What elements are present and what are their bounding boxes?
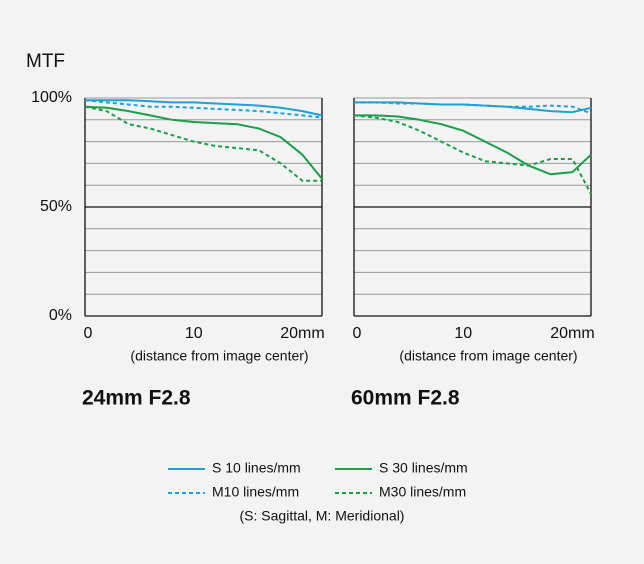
y-axis-label: MTF — [26, 51, 65, 72]
y-tick-label: 0% — [49, 307, 72, 324]
y-tick-label: 50% — [40, 198, 72, 215]
series-line: M10 lines/mm — [354, 101, 592, 115]
x-tick-label: 10 — [185, 325, 203, 342]
x-tick-label: 0 — [353, 325, 362, 342]
y-tick-label: 100% — [31, 89, 72, 106]
series-line — [84, 105, 322, 182]
x-axis-label: (distance from image center) — [399, 348, 577, 364]
series-line — [84, 99, 323, 119]
legend-label: M10 lines/mm — [212, 484, 299, 500]
legend-label: S 30 lines/mm — [379, 460, 468, 476]
series-line: M30 lines/mm — [353, 114, 592, 195]
panel-title: 24mm F2.8 — [82, 387, 191, 410]
legend-label: S 10 lines/mm — [212, 460, 301, 476]
x-tick-label: 0 — [84, 325, 93, 342]
x-tick-label: 20mm — [550, 325, 594, 342]
x-tick-label: 10 — [454, 325, 472, 342]
legend-label: M30 lines/mm — [379, 484, 466, 500]
x-axis-label: (distance from image center) — [130, 348, 308, 364]
panel-title: 60mm F2.8 — [351, 387, 460, 410]
series-line — [85, 99, 323, 117]
series-line — [84, 105, 323, 180]
legend-note: (S: Sagittal, M: Meridional) — [240, 508, 405, 524]
series-line: S 30 lines/mm — [354, 114, 592, 176]
x-tick-label: 20mm — [280, 325, 324, 342]
